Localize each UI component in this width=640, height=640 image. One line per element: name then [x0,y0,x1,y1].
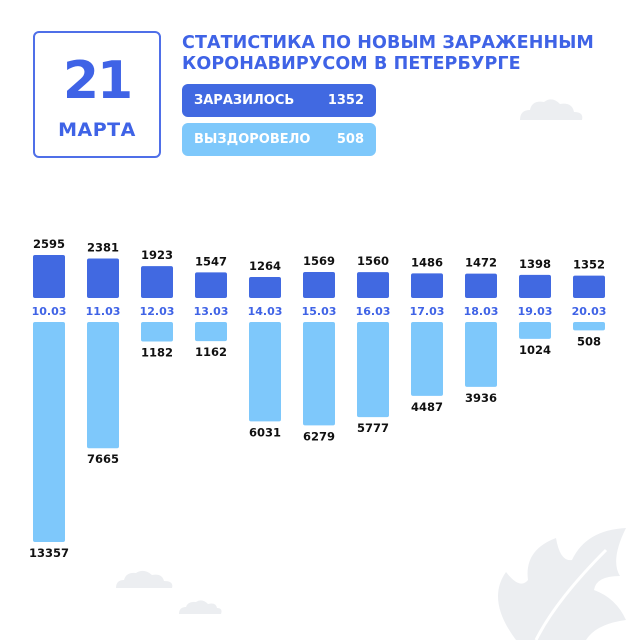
date-tick-label: 13.03 [194,305,229,318]
title-line-2: КОРОНАВИРУСОМ В ПЕТЕРБУРГЕ [182,54,521,74]
infected-value-label: 1352 [573,258,605,272]
recovered-bar [573,322,605,331]
infected-value-label: 1547 [195,254,227,268]
infected-bar [303,272,335,298]
date-tick-label: 15.03 [302,305,337,318]
recovered-value-label: 1182 [141,345,173,359]
infected-summary-pill: ЗАРАЗИЛОСЬ 1352 [182,84,376,117]
infected-summary-value: 1352 [327,93,364,108]
infected-bar [573,275,605,298]
infected-bar [33,255,65,298]
recovered-bar [195,322,227,342]
infected-value-label: 2381 [87,241,119,255]
infected-value-label: 1398 [519,257,551,271]
infected-bar [195,272,227,298]
leaf-icon [498,528,626,640]
page-title: СТАТИСТИКА ПО НОВЫМ ЗАРАЖЕННЫМ КОРОНАВИР… [182,33,602,75]
date-tick-label: 14.03 [248,305,283,318]
infected-value-label: 1486 [411,255,443,269]
recovered-value-label: 3936 [465,391,497,405]
recovered-value-label: 508 [577,334,601,348]
infected-bar [249,277,281,298]
infected-bar [357,272,389,298]
infected-bar [87,258,119,298]
recovered-bar [141,322,173,342]
recovered-bar [303,322,335,426]
infected-bar [141,266,173,298]
date-tick-label: 18.03 [464,305,499,318]
date-tick-label: 10.03 [32,305,67,318]
date-tick-label: 20.03 [572,305,607,318]
recovered-bar [411,322,443,396]
recovered-value-label: 4487 [411,400,443,414]
recovered-value-label: 7665 [87,452,119,466]
infected-value-label: 1472 [465,256,497,270]
infected-bar [411,273,443,298]
recovered-value-label: 6031 [249,425,281,439]
cloud-icon-bottom [116,570,173,588]
recovered-bar [249,322,281,422]
recovered-summary-label: ВЫЗДОРОВЕЛО [194,132,311,147]
recovered-value-label: 5777 [357,421,389,435]
infected-value-label: 1923 [141,248,173,262]
recovered-bar [33,322,65,542]
recovered-bar [357,322,389,418]
infected-value-label: 2595 [33,237,65,251]
recovered-value-label: 1162 [195,345,227,359]
cloud-icon-top [520,99,583,120]
recovered-value-label: 13357 [29,546,69,560]
infected-summary-label: ЗАРАЗИЛОСЬ [194,93,295,108]
date-day: 21 [62,51,133,111]
infected-bar [465,273,497,298]
recovered-bar [87,322,119,449]
recovered-bar [519,322,551,339]
recovered-value-label: 1024 [519,343,551,357]
date-tick-label: 11.03 [86,305,121,318]
recovered-bar [465,322,497,387]
date-tick-label: 17.03 [410,305,445,318]
date-tick-label: 12.03 [140,305,175,318]
title-line-1: СТАТИСТИКА ПО НОВЫМ ЗАРАЖЕННЫМ [182,33,594,53]
date-card: 21 МАРТА [33,31,161,158]
recovered-summary-pill: ВЫЗДОРОВЕЛО 508 [182,123,376,156]
date-month: МАРТА [58,119,136,141]
infected-value-label: 1560 [357,254,389,268]
date-tick-label: 16.03 [356,305,391,318]
recovered-summary-value: 508 [336,132,364,147]
cloud-icon-small [179,600,222,614]
infected-bar [519,274,551,298]
recovered-value-label: 6279 [303,429,335,443]
date-tick-label: 19.03 [518,305,553,318]
infected-value-label: 1569 [303,254,335,268]
infected-value-label: 1264 [249,259,281,273]
